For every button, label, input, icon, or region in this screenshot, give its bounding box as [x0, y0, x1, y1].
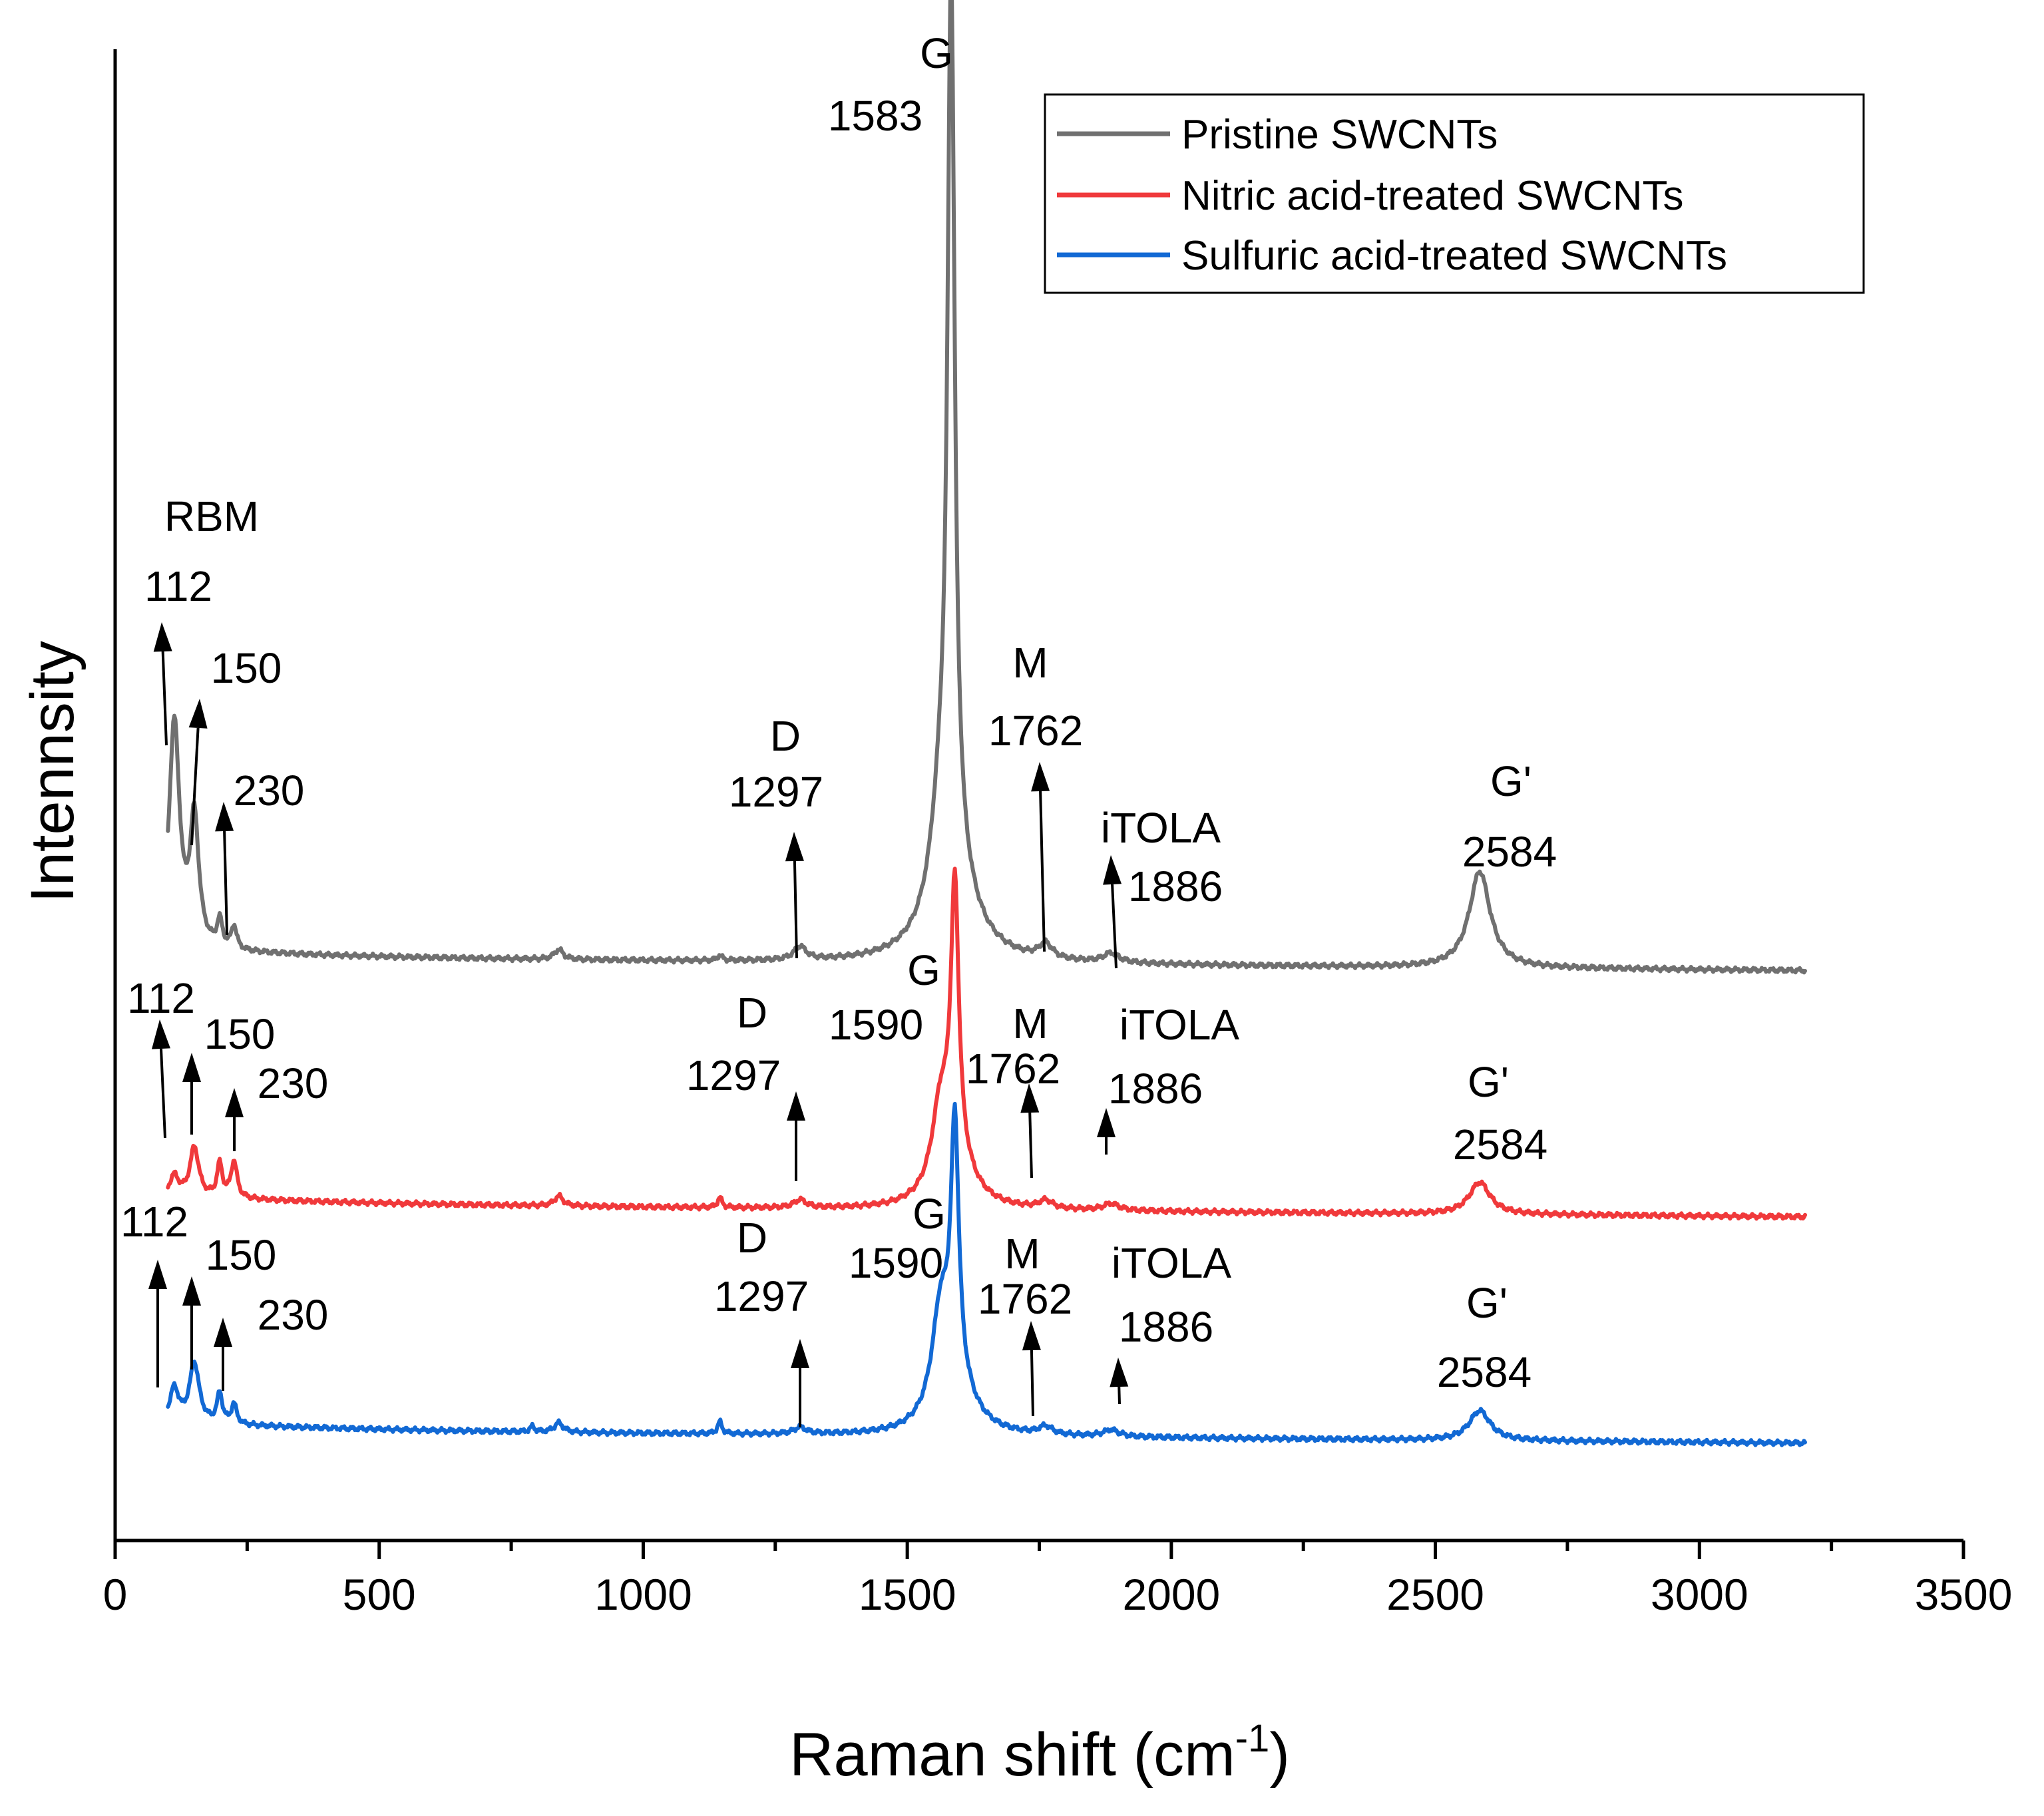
- annot-pristine-g: G: [920, 29, 953, 77]
- annot-pristine-1762: 1762: [988, 707, 1083, 755]
- annot-nitric-m: M: [1012, 999, 1048, 1047]
- annot-nitric-2584: 2584: [1453, 1121, 1547, 1169]
- annot-nitric-1886: 1886: [1108, 1065, 1203, 1113]
- annot-sulfuric-gprime: G': [1466, 1279, 1508, 1327]
- annot-nitric-1762: 1762: [966, 1045, 1060, 1093]
- annotation-arrow-shaft: [793, 860, 798, 959]
- annot-nitric-150: 150: [204, 1010, 276, 1058]
- annotation-arrow-shaft: [159, 1048, 166, 1139]
- annot-pristine-230: 230: [234, 767, 305, 815]
- annotations-pristine: RBM 112 150 230 D 1297 G 1583 M 1762 iTO…: [144, 29, 1557, 910]
- annot-nitric-d: D: [737, 989, 767, 1037]
- annotation-arrow-head-icon: [215, 802, 234, 832]
- annot-sulfuric-112: 112: [120, 1198, 188, 1246]
- annot-pristine-150: 150: [211, 644, 282, 692]
- annot-pristine-gprime: G': [1490, 757, 1532, 805]
- annot-pristine-m: M: [1012, 639, 1048, 687]
- annot-nitric-230: 230: [258, 1059, 329, 1107]
- x-axis-title-main: Raman shift (cm: [789, 1721, 1235, 1789]
- legend-label-pristine: Pristine SWCNTs: [1181, 112, 1498, 158]
- annot-sulfuric-1886: 1886: [1119, 1303, 1213, 1351]
- annot-sulfuric-2584: 2584: [1437, 1348, 1532, 1396]
- legend-label-nitric: Nitric acid-treated SWCNTs: [1181, 173, 1683, 219]
- annot-nitric-1590: 1590: [829, 1001, 923, 1049]
- legend-box: [1044, 93, 1865, 294]
- x-tick-label: 3000: [1651, 1570, 1748, 1619]
- series-line-sulfuric: [166, 1101, 1807, 1447]
- annot-nitric-itola: iTOLA: [1120, 1001, 1240, 1049]
- annotation-arrow-shaft: [1028, 1112, 1033, 1179]
- annot-pristine-2584: 2584: [1462, 828, 1557, 876]
- annot-sulfuric-itola: iTOLA: [1112, 1239, 1232, 1287]
- annot-pristine-112: 112: [144, 562, 212, 610]
- annotation-arrow-shaft: [161, 651, 168, 746]
- annotation-arrow-head-icon: [791, 1339, 809, 1368]
- annot-nitric-g: G: [907, 946, 940, 994]
- annot-sulfuric-1762: 1762: [978, 1275, 1072, 1323]
- annotation-arrow-head-icon: [188, 699, 208, 729]
- annot-nitric-gprime: G': [1468, 1058, 1509, 1106]
- annot-nitric-112: 112: [127, 974, 195, 1022]
- annotation-arrow-head-icon: [182, 1053, 201, 1082]
- legend: Pristine SWCNTs Nitric acid-treated SWCN…: [1044, 93, 1865, 294]
- annotation-arrow-shaft: [190, 727, 200, 846]
- x-axis-title-sup: -1: [1235, 1717, 1270, 1760]
- y-axis-title: Intennsity: [19, 641, 87, 903]
- arrow-layer: [148, 622, 1129, 1427]
- annotation-arrow-head-icon: [182, 1276, 201, 1306]
- annot-pristine-itola: iTOLA: [1101, 804, 1221, 852]
- x-tick-label: 2000: [1122, 1570, 1220, 1619]
- x-tick-label: 1000: [594, 1570, 692, 1619]
- x-tick-label: 500: [343, 1570, 416, 1619]
- annotation-arrow-head-icon: [1020, 1083, 1040, 1113]
- series-line-nitric: [166, 866, 1807, 1221]
- annot-pristine-1886: 1886: [1128, 862, 1223, 910]
- annotation-arrow-shaft: [223, 830, 228, 936]
- annotation-arrow-shaft: [1111, 884, 1118, 969]
- annot-pristine-1583: 1583: [828, 92, 922, 140]
- annotation-arrow-shaft: [1030, 1350, 1034, 1417]
- annot-pristine-1297: 1297: [729, 768, 823, 816]
- annot-sulfuric-1590: 1590: [849, 1239, 943, 1287]
- annotation-arrow-head-icon: [1110, 1358, 1129, 1387]
- annotations-sulfuric: 112 150 230 D 1297 G 1590 M 1762 iTOLA 1…: [120, 1190, 1532, 1396]
- x-tick-label: 1500: [859, 1570, 956, 1619]
- series-line-pristine: [166, 0, 1807, 975]
- x-tick-label: 3500: [1915, 1570, 2013, 1619]
- annot-sulfuric-150: 150: [206, 1231, 277, 1279]
- annotation-arrow-shaft: [1039, 791, 1046, 952]
- series-layer: [166, 0, 1807, 1447]
- annot-pristine-d: D: [770, 712, 801, 760]
- annotation-arrow-head-icon: [1103, 855, 1122, 885]
- legend-label-sulfuric: Sulfuric acid-treated SWCNTs: [1181, 233, 1727, 279]
- x-axis-title-end: ): [1269, 1721, 1290, 1789]
- annotation-arrow-head-icon: [1031, 762, 1050, 792]
- x-axis-title: Raman shift (cm-1): [789, 1717, 1290, 1789]
- annotation-arrow-head-icon: [148, 1260, 167, 1289]
- annot-sulfuric-d: D: [737, 1214, 767, 1262]
- annotation-arrow-shaft: [1118, 1386, 1121, 1405]
- annot-sulfuric-g: G: [913, 1190, 946, 1238]
- annot-nitric-1297: 1297: [686, 1051, 781, 1099]
- annotations-nitric: 112 150 230 D 1297 G 1590 M 1762 iTOLA 1…: [127, 946, 1547, 1169]
- annot-sulfuric-230: 230: [258, 1291, 329, 1339]
- annotation-arrow-head-icon: [151, 1019, 170, 1049]
- annotation-arrow-head-icon: [214, 1318, 232, 1347]
- x-ticks: 0 500 1000 1500 2000 2500 3000 3500: [103, 1541, 2013, 1619]
- x-tick-label: 2500: [1386, 1570, 1484, 1619]
- annotation-arrow-head-icon: [785, 832, 804, 862]
- annot-sulfuric-1297: 1297: [714, 1272, 809, 1320]
- annotation-arrow-head-icon: [153, 622, 172, 652]
- annotation-arrow-head-icon: [1022, 1321, 1041, 1351]
- annot-pristine-rbm: RBM: [164, 492, 259, 540]
- annot-sulfuric-m: M: [1004, 1230, 1040, 1278]
- annotation-arrow-head-icon: [787, 1091, 805, 1121]
- x-tick-label: 0: [103, 1570, 128, 1619]
- annotation-arrow-head-icon: [225, 1088, 244, 1117]
- annotation-arrow-head-icon: [1097, 1108, 1116, 1137]
